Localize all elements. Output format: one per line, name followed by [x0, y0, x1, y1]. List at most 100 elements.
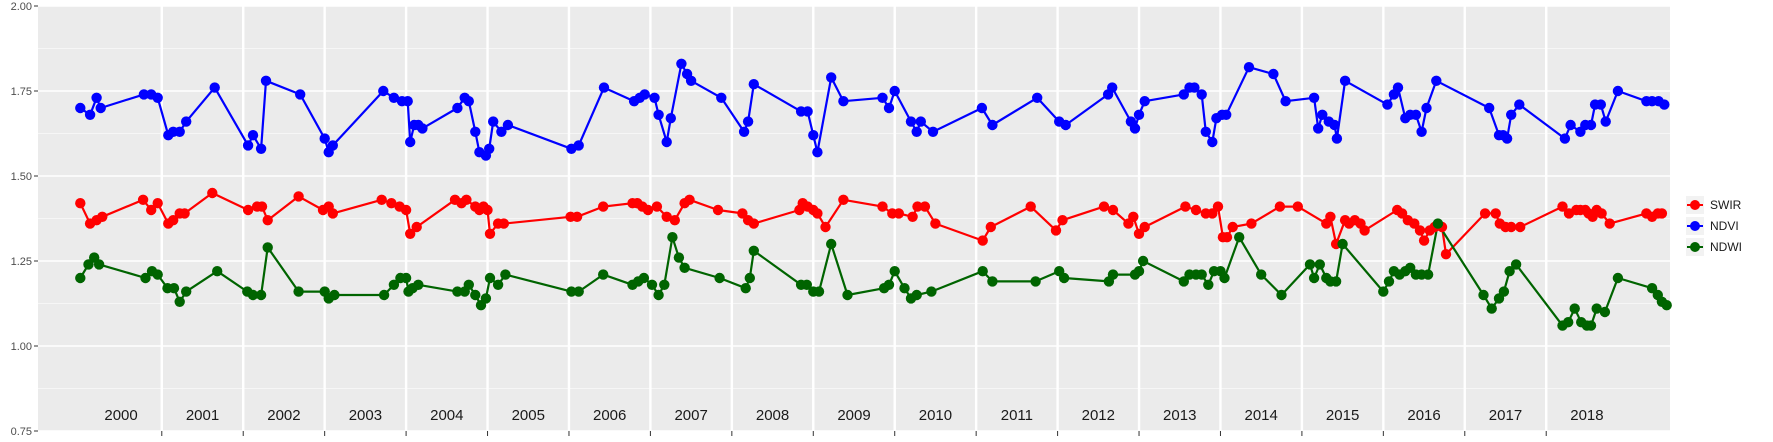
data-point-ndvi: [1189, 82, 1200, 93]
data-point-ndwi: [1498, 286, 1510, 297]
data-point-ndwi: [679, 262, 690, 273]
data-point-swir: [1025, 201, 1036, 212]
data-point-ndwi: [1276, 289, 1287, 301]
data-point-ndvi: [260, 75, 272, 87]
data-point-ndvi: [1559, 133, 1571, 144]
data-point-ndwi: [714, 272, 725, 284]
data-point-swir: [1325, 211, 1336, 222]
data-point-ndwi: [638, 272, 650, 284]
data-point-ndwi: [1569, 303, 1580, 314]
data-point-ndwi: [152, 269, 163, 280]
year-label: 2010: [919, 407, 952, 424]
data-point-ndwi: [262, 242, 273, 253]
data-point-swir: [930, 218, 941, 229]
data-point-ndvi: [388, 92, 400, 104]
data-point-swir: [376, 194, 387, 205]
year-label: 2005: [512, 407, 545, 424]
data-point-ndwi: [1030, 276, 1041, 287]
data-point-ndwi: [646, 279, 658, 290]
data-point-ndvi: [1107, 82, 1118, 93]
data-point-swir: [293, 191, 304, 202]
data-point-ndvi: [1280, 96, 1291, 107]
year-labels: 2000 2001 2002 2003 2004 2005 2006 2007 2008 2009…: [104, 407, 1603, 424]
data-point-ndwi: [889, 266, 900, 277]
data-point-ndwi: [212, 266, 223, 277]
year-label: 2015: [1326, 407, 1359, 424]
data-point-ndwi: [1330, 276, 1342, 287]
data-point-ndvi: [1659, 99, 1670, 110]
data-point-ndvi: [488, 116, 499, 127]
year-label: 2002: [267, 407, 300, 424]
data-point-ndwi: [1137, 255, 1149, 267]
data-point-ndvi: [496, 126, 507, 137]
data-point-swir: [1221, 232, 1233, 243]
data-point-swir: [262, 215, 273, 226]
data-point-ndwi: [977, 266, 988, 277]
data-point-ndvi: [247, 130, 259, 141]
data-point-ndvi: [417, 123, 428, 134]
data-point-ndwi: [93, 259, 105, 270]
data-point-ndwi: [1599, 306, 1611, 318]
data-point-swir: [737, 208, 748, 219]
data-point-ndvi: [1501, 133, 1513, 144]
data-point-swir: [97, 211, 108, 222]
data-point-ndwi: [1661, 300, 1672, 311]
data-point-ndvi: [452, 102, 463, 114]
data-point-ndvi: [1506, 109, 1517, 121]
data-point-swir: [411, 221, 422, 233]
y-tick-label: 1.00: [11, 341, 32, 353]
data-point-ndwi: [492, 279, 504, 290]
data-point-ndwi: [883, 279, 895, 290]
year-label: 2017: [1489, 407, 1522, 424]
year-label: 2013: [1163, 407, 1196, 424]
data-point-ndwi: [378, 289, 390, 301]
data-point-ndwi: [174, 296, 185, 307]
data-point-swir: [1133, 228, 1145, 239]
data-point-ndwi: [911, 289, 922, 301]
data-point-swir: [1596, 208, 1607, 219]
data-point-ndvi: [1514, 99, 1525, 110]
data-point-ndvi: [1221, 109, 1232, 121]
data-point-swir: [1414, 225, 1426, 236]
data-point-ndvi: [470, 126, 481, 137]
data-point-ndwi: [1478, 289, 1489, 301]
data-point-ndvi: [295, 89, 306, 100]
data-point-ndvi: [1585, 119, 1597, 131]
data-point-ndvi: [1484, 102, 1495, 114]
data-point-swir: [168, 215, 179, 226]
data-point-swir: [1409, 218, 1420, 229]
data-point-ndwi: [255, 289, 267, 301]
data-point-ndwi: [1256, 269, 1267, 280]
year-label: 2001: [186, 407, 219, 424]
legend-key-point: [1690, 242, 1700, 252]
year-label: 2003: [349, 407, 382, 424]
data-point-ndwi: [1203, 279, 1214, 290]
data-point-ndwi: [1058, 272, 1070, 284]
data-point-ndvi: [1133, 109, 1145, 121]
year-label: 2004: [430, 407, 463, 424]
data-point-swir: [1274, 201, 1286, 212]
data-point-ndwi: [1378, 286, 1389, 297]
data-point-ndvi: [653, 109, 664, 121]
year-label: 2006: [593, 407, 626, 424]
data-point-ndvi: [808, 130, 819, 141]
data-point-ndvi: [255, 143, 267, 154]
data-point-swir: [1180, 201, 1191, 212]
data-point-ndwi: [1196, 269, 1207, 280]
data-point-swir: [179, 208, 190, 219]
data-point-swir: [877, 201, 888, 212]
data-point-ndvi: [1129, 123, 1141, 134]
data-point-ndwi: [1178, 276, 1190, 287]
data-point-swir: [1604, 218, 1615, 229]
data-point-ndvi: [327, 140, 338, 151]
data-point-swir: [669, 215, 680, 226]
data-point-swir: [498, 218, 509, 229]
data-point-ndvi: [1207, 136, 1218, 148]
data-point-ndwi: [1219, 272, 1230, 284]
data-point-ndwi: [1585, 320, 1597, 331]
data-point-ndvi: [1339, 75, 1351, 87]
data-point-ndvi: [598, 82, 610, 93]
data-point-ndvi: [877, 92, 888, 104]
data-point-ndwi: [801, 279, 812, 290]
year-label: 2012: [1082, 407, 1115, 424]
